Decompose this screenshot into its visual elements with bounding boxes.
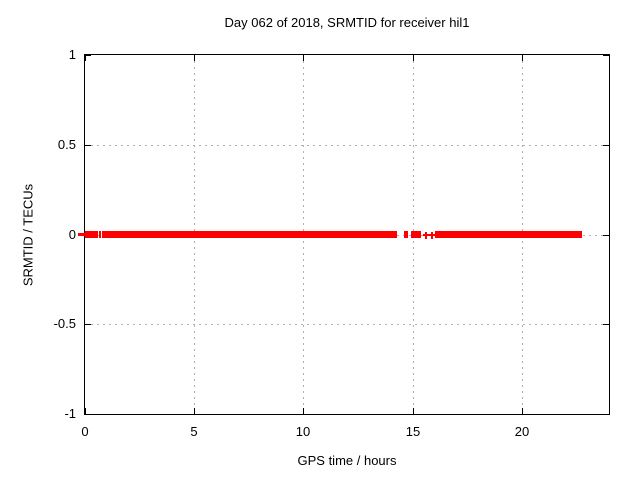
x-tick-bottom xyxy=(413,408,414,414)
y-tick-left xyxy=(85,414,91,415)
y-tick-right xyxy=(603,55,609,56)
x-axis-label: GPS time / hours xyxy=(297,453,397,468)
x-tick-label: 10 xyxy=(295,424,311,439)
y-tick-left xyxy=(85,324,91,325)
y-gridline xyxy=(85,145,609,146)
y-tick-right xyxy=(603,145,609,146)
x-tick-bottom xyxy=(522,408,523,414)
chart-title: Day 062 of 2018, SRMTID for receiver hil… xyxy=(224,15,470,30)
y-tick-right xyxy=(603,324,609,325)
y-tick-label: 0 xyxy=(68,227,76,242)
x-tick-label: 0 xyxy=(81,424,89,439)
data-segment xyxy=(404,231,408,238)
x-tick-bottom xyxy=(194,408,195,414)
x-tick-label: 20 xyxy=(514,424,530,439)
data-segment xyxy=(102,231,397,238)
data-segment xyxy=(78,233,85,236)
data-segment xyxy=(99,231,101,238)
y-tick-right xyxy=(603,235,609,236)
y-gridline xyxy=(85,324,609,325)
data-segment xyxy=(435,231,582,238)
data-segment xyxy=(411,231,421,238)
y-tick-label: -0.5 xyxy=(53,316,76,331)
x-tick-label: 5 xyxy=(190,424,198,439)
x-tick-top xyxy=(522,55,523,61)
y-tick-label: -1 xyxy=(64,406,76,421)
x-tick-top xyxy=(303,55,304,61)
x-tick-bottom xyxy=(85,408,86,414)
y-tick-left xyxy=(85,145,91,146)
data-point-plus xyxy=(425,232,427,239)
x-tick-label: 15 xyxy=(405,424,421,439)
x-tick-top xyxy=(85,55,86,61)
y-tick-label: 0.5 xyxy=(57,137,76,152)
y-tick-right xyxy=(603,414,609,415)
x-tick-top xyxy=(194,55,195,61)
data-point-plus xyxy=(431,232,433,239)
plot-area xyxy=(78,54,610,415)
y-tick-label: 1 xyxy=(68,47,76,62)
y-tick-left xyxy=(85,55,91,56)
x-tick-bottom xyxy=(303,408,304,414)
x-tick-top xyxy=(413,55,414,61)
data-segment xyxy=(85,231,98,238)
